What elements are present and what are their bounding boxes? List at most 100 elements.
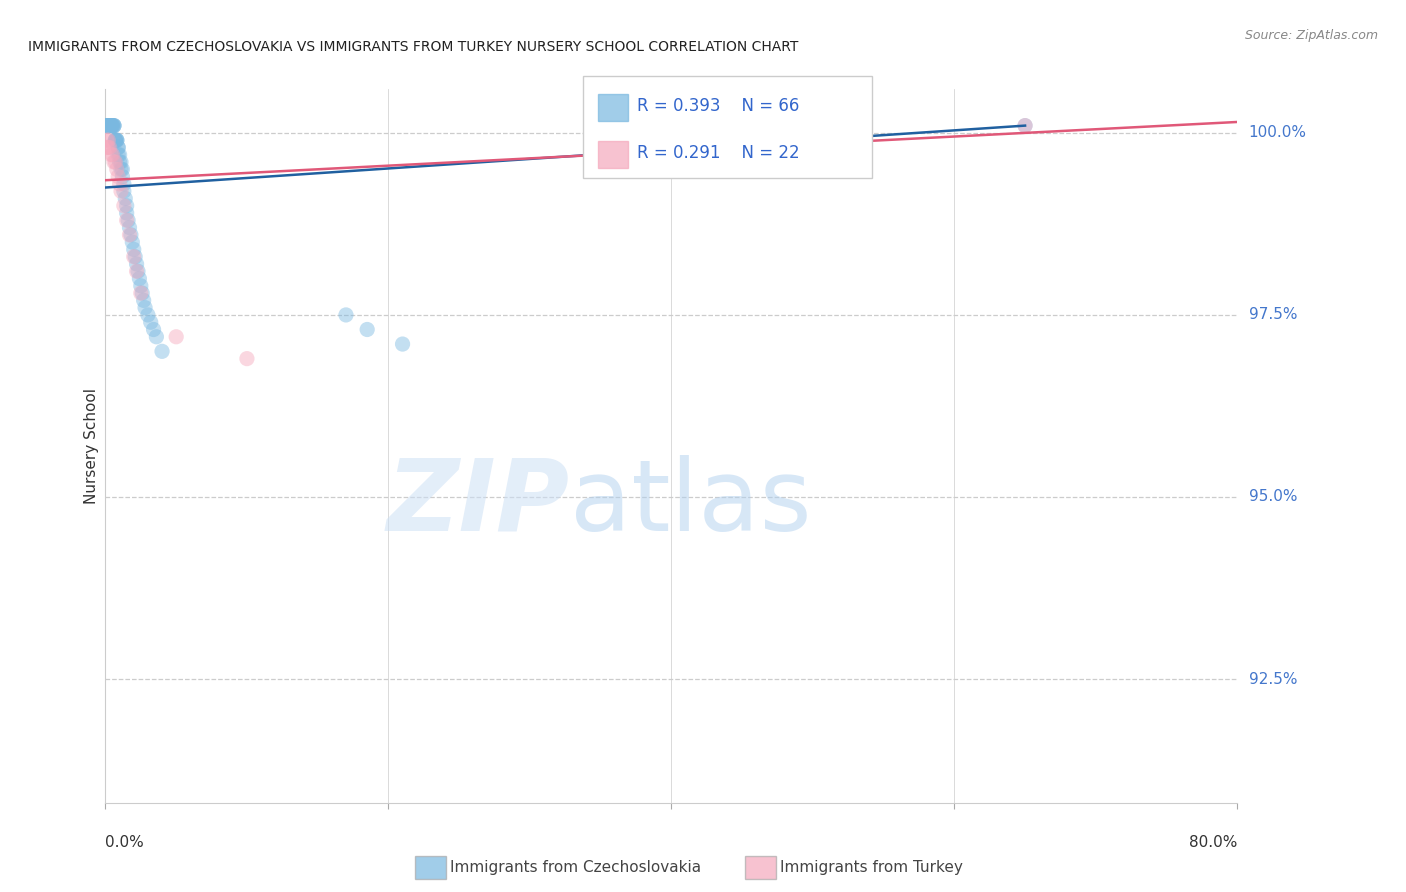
Point — [97, 119, 120, 133]
Point — [127, 264, 149, 278]
Point — [121, 235, 143, 249]
Point — [107, 140, 129, 154]
Point — [96, 119, 118, 133]
Point — [118, 227, 141, 242]
Point — [105, 133, 128, 147]
Text: 100.0%: 100.0% — [1249, 126, 1306, 140]
Text: Source: ZipAtlas.com: Source: ZipAtlas.com — [1244, 29, 1378, 42]
Point — [114, 191, 136, 205]
Point — [98, 119, 121, 133]
Text: 92.5%: 92.5% — [1249, 672, 1296, 687]
Point — [104, 133, 127, 147]
Point — [103, 119, 125, 133]
Point — [335, 308, 357, 322]
Point — [145, 330, 167, 344]
Point — [110, 184, 132, 198]
Point — [103, 155, 125, 169]
Text: R = 0.393    N = 66: R = 0.393 N = 66 — [637, 96, 799, 114]
Point — [115, 213, 138, 227]
Point — [97, 119, 120, 133]
Text: 0.0%: 0.0% — [105, 836, 145, 850]
Text: 95.0%: 95.0% — [1249, 490, 1296, 505]
Point — [142, 322, 165, 336]
Point — [96, 119, 118, 133]
Point — [122, 250, 145, 264]
Point — [98, 119, 121, 133]
Point — [104, 155, 127, 169]
Point — [111, 162, 134, 177]
Point — [112, 184, 135, 198]
Point — [110, 155, 132, 169]
Point — [128, 271, 150, 285]
Point — [101, 119, 124, 133]
Point — [112, 177, 135, 191]
Point — [97, 119, 120, 133]
Point — [111, 169, 134, 184]
Text: atlas: atlas — [569, 455, 811, 551]
Point — [132, 293, 155, 308]
Point — [97, 133, 120, 147]
Text: R = 0.291    N = 22: R = 0.291 N = 22 — [637, 144, 800, 161]
Text: ZIP: ZIP — [387, 455, 569, 551]
Point — [96, 119, 118, 133]
Point — [100, 119, 122, 133]
Point — [115, 206, 138, 220]
Point — [115, 199, 138, 213]
Point — [101, 147, 124, 161]
Point — [96, 140, 118, 154]
Point — [98, 140, 121, 154]
Point — [124, 250, 146, 264]
Point — [103, 119, 125, 133]
Point — [96, 119, 118, 133]
Point — [101, 119, 124, 133]
Point — [125, 264, 148, 278]
Point — [107, 169, 129, 184]
Point — [150, 344, 173, 359]
Point — [129, 286, 152, 301]
Point — [100, 147, 122, 161]
Point — [103, 119, 125, 133]
Point — [107, 147, 129, 161]
Point — [125, 257, 148, 271]
Point — [122, 243, 145, 257]
Point — [105, 162, 128, 177]
Point — [165, 330, 187, 344]
Point — [1014, 119, 1036, 133]
Point — [391, 337, 413, 351]
Point — [1014, 119, 1036, 133]
Point — [104, 133, 127, 147]
Point — [105, 133, 128, 147]
Point — [96, 119, 118, 133]
Y-axis label: Nursery School: Nursery School — [83, 388, 98, 504]
Point — [108, 155, 131, 169]
Text: Immigrants from Czechoslovakia: Immigrants from Czechoslovakia — [450, 861, 702, 875]
Text: 80.0%: 80.0% — [1189, 836, 1237, 850]
Point — [98, 119, 121, 133]
Point — [107, 140, 129, 154]
Point — [101, 119, 124, 133]
Text: Immigrants from Turkey: Immigrants from Turkey — [780, 861, 963, 875]
Point — [112, 199, 135, 213]
Point — [97, 140, 120, 154]
Point — [98, 119, 121, 133]
Point — [96, 133, 118, 147]
Text: IMMIGRANTS FROM CZECHOSLOVAKIA VS IMMIGRANTS FROM TURKEY NURSERY SCHOOL CORRELAT: IMMIGRANTS FROM CZECHOSLOVAKIA VS IMMIGR… — [28, 40, 799, 54]
Point — [129, 278, 152, 293]
Point — [108, 177, 131, 191]
Point — [108, 147, 131, 161]
Point — [104, 133, 127, 147]
Point — [236, 351, 259, 366]
Text: 97.5%: 97.5% — [1249, 308, 1296, 322]
Point — [100, 119, 122, 133]
Point — [131, 286, 153, 301]
Point — [134, 301, 156, 315]
Point — [136, 308, 159, 322]
Point — [356, 322, 378, 336]
Point — [97, 119, 120, 133]
Point — [117, 213, 139, 227]
Point — [105, 133, 128, 147]
Point — [97, 119, 120, 133]
Point — [120, 227, 142, 242]
Point — [139, 315, 162, 329]
Point — [96, 119, 118, 133]
